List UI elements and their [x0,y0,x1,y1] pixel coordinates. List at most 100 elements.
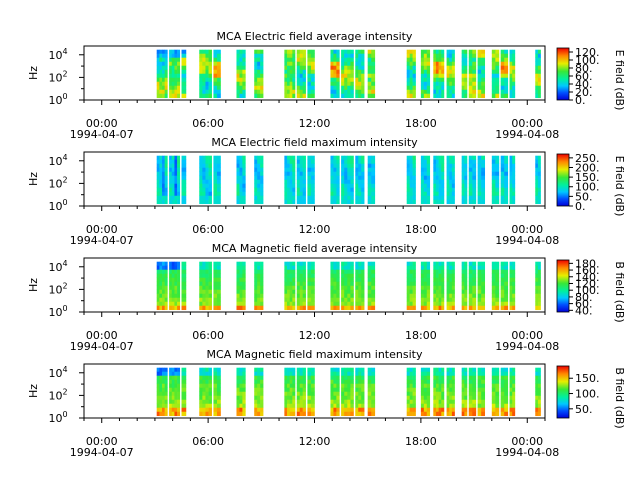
heatmap-cell [199,171,203,177]
heatmap-cell [406,387,410,393]
heatmap-cell [347,69,351,75]
heatmap-cell [159,293,163,299]
heatmap-cell [336,163,340,168]
heatmap-cell [296,159,301,164]
heatmap-cell [330,195,334,201]
heatmap-cell [446,53,450,58]
heatmap-cell [260,297,264,303]
heatmap-cell [292,57,296,62]
heatmap-cell [254,407,258,413]
heatmap-cell [296,269,301,274]
heatmap-cell [159,85,163,91]
heatmap-cell [435,93,439,99]
heatmap-cell [171,195,175,201]
heatmap-cell [284,195,288,201]
heatmap-cell [307,375,312,380]
heatmap-cell [254,53,258,58]
heatmap-cell [174,305,178,311]
heatmap-cell [461,301,465,307]
heatmap-cell [535,77,539,83]
heatmap-cell [426,77,431,83]
heatmap-cell [310,89,315,95]
heatmap-cell [468,183,473,189]
heatmap-cell [299,301,303,307]
heatmap-cell [477,411,482,417]
y-tick-base: 10 [48,49,62,62]
heatmap-cell [468,187,473,193]
heatmap-cell [477,183,482,189]
y-tick-base: 10 [48,177,62,190]
heatmap-cell [468,277,473,283]
heatmap-cell [213,73,218,79]
heatmap-cell [426,391,431,397]
heatmap-cell [495,191,500,197]
heatmap-cell [361,411,365,417]
heatmap-cell [299,57,303,62]
heatmap-cell [181,191,187,197]
heatmap-cell [254,281,258,287]
heatmap-cell [307,159,312,164]
heatmap-cell [504,53,509,58]
heatmap-cell [535,69,539,75]
heatmap-cell [164,175,168,181]
heatmap-cell [208,269,212,274]
heatmap-cell [512,265,516,270]
heatmap-cell [355,163,359,168]
heatmap-cell [208,53,212,58]
colorbar-tick-label: 80. [575,62,593,75]
heatmap-cell [355,407,359,413]
heatmap-cell [344,61,348,67]
heatmap-cell [512,269,516,274]
heatmap-cell [509,85,513,91]
heatmap-cell [433,289,437,295]
heatmap-cell [302,285,306,291]
heatmap-cell [159,53,163,58]
heatmap-cell [481,379,486,385]
heatmap-cell [171,281,175,287]
heatmap-cell [199,297,203,303]
heatmap-cell [199,399,203,405]
heatmap-cell [292,387,296,393]
heatmap-cell [371,391,376,397]
heatmap-cell [406,85,410,91]
heatmap-cell [344,167,348,173]
heatmap-cell [213,269,218,274]
heatmap-cell [361,387,365,393]
heatmap-cells [156,49,541,99]
heatmap-cell [420,281,425,287]
heatmap-cell [464,387,468,393]
heatmap-cell [468,65,473,71]
heatmap-cell [171,289,175,295]
heatmap-cell [213,367,218,372]
heatmap-cell [260,53,264,58]
heatmap-cell [472,81,477,87]
heatmap-cell [435,411,439,417]
heatmap-cell [355,383,359,389]
y-tick-base: 10 [48,367,62,380]
heatmap-cell [205,387,209,393]
heatmap-cell [477,199,482,205]
heatmap-cell [302,411,306,417]
heatmap-cell [451,297,455,303]
heatmap-cell [535,403,539,409]
heatmap-cell [371,77,376,83]
heatmap-cell [426,81,431,87]
heatmap-cell [333,89,337,95]
heatmap-cell [156,187,160,193]
heatmap-cell [236,391,240,397]
heatmap-cell [409,183,413,189]
heatmap-cell [177,183,181,189]
x-date-label: 1994-04-07 [70,128,134,141]
heatmap-cell [420,375,425,380]
x-date-label: 1994-04-08 [495,234,559,247]
heatmap-cell [171,371,175,376]
heatmap-cell [420,163,425,168]
heatmap-cell [481,305,486,311]
heatmap-cell [472,163,477,168]
heatmap-cell [202,81,206,87]
heatmap-cell [199,175,203,181]
heatmap-cell [199,179,203,185]
heatmap-cell [438,65,442,71]
heatmap-cell [361,179,365,185]
heatmap-cell [409,269,413,274]
